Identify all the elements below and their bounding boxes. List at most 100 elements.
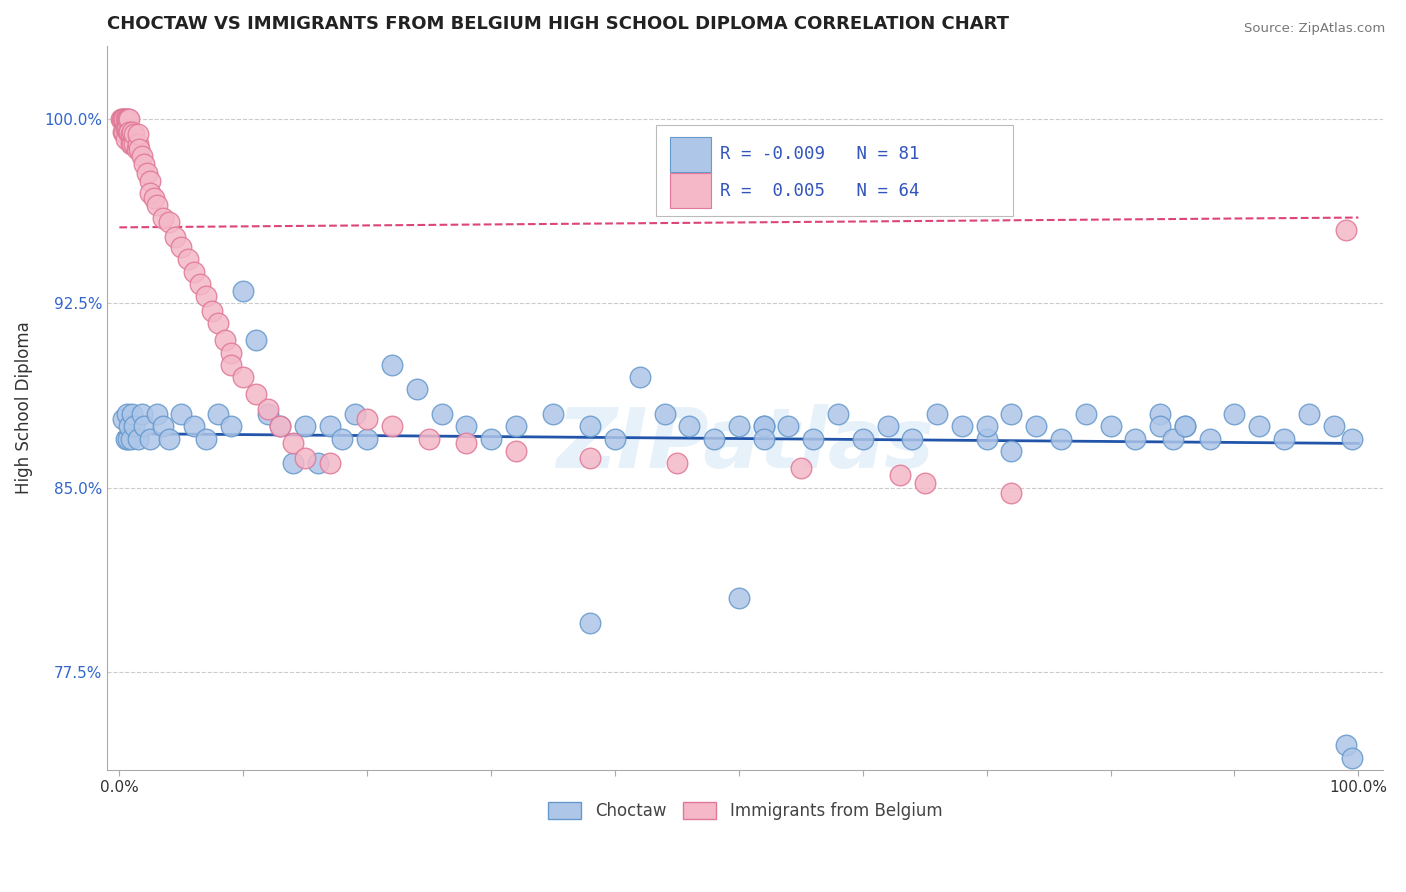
Point — [112, 112, 135, 127]
Point — [257, 407, 280, 421]
Point — [128, 142, 150, 156]
Point — [170, 240, 193, 254]
Point — [214, 334, 236, 348]
Point — [418, 432, 440, 446]
Point — [752, 419, 775, 434]
Point — [579, 615, 602, 630]
Point — [125, 142, 148, 156]
Point — [1341, 750, 1364, 764]
Point — [381, 358, 404, 372]
Point — [914, 475, 936, 490]
Point — [976, 432, 998, 446]
Point — [131, 149, 153, 163]
Point — [122, 127, 145, 141]
Point — [1334, 739, 1357, 753]
Point — [790, 461, 813, 475]
Point — [976, 419, 998, 434]
Point — [134, 419, 156, 434]
Point — [1174, 419, 1197, 434]
Point — [121, 125, 143, 139]
FancyBboxPatch shape — [669, 173, 710, 208]
Point — [183, 419, 205, 434]
Point — [127, 136, 149, 151]
Point — [157, 215, 180, 229]
Point — [207, 316, 229, 330]
Point — [1050, 432, 1073, 446]
Point — [112, 125, 135, 139]
Point — [135, 166, 157, 180]
Point — [117, 432, 139, 446]
Point — [127, 127, 149, 141]
Point — [889, 468, 911, 483]
Point — [188, 277, 211, 291]
Point — [122, 419, 145, 434]
Point — [728, 419, 751, 434]
Point — [117, 112, 139, 127]
Point — [579, 451, 602, 466]
Point — [232, 370, 254, 384]
Point — [1249, 419, 1271, 434]
Point — [332, 432, 354, 446]
Point — [176, 252, 198, 267]
Point — [112, 125, 135, 139]
Point — [654, 407, 676, 421]
Point — [1000, 407, 1022, 421]
Point — [118, 419, 141, 434]
Point — [114, 112, 136, 127]
Point — [1198, 432, 1220, 446]
Point — [152, 419, 174, 434]
Point — [165, 230, 187, 244]
Point — [120, 136, 142, 151]
Point — [1000, 485, 1022, 500]
Point — [143, 191, 166, 205]
Point — [117, 125, 139, 139]
Point — [131, 407, 153, 421]
Point — [112, 412, 135, 426]
Point — [876, 419, 898, 434]
Point — [579, 419, 602, 434]
Point — [294, 419, 316, 434]
Point — [110, 112, 132, 127]
Point — [319, 419, 342, 434]
Point — [294, 451, 316, 466]
Point — [195, 289, 218, 303]
Text: R =  0.005   N = 64: R = 0.005 N = 64 — [720, 182, 920, 200]
Point — [1298, 407, 1320, 421]
Point — [319, 456, 342, 470]
Point — [245, 334, 267, 348]
Point — [405, 383, 427, 397]
Point — [139, 432, 162, 446]
FancyBboxPatch shape — [655, 126, 1014, 216]
Point — [145, 407, 167, 421]
Point — [115, 112, 138, 127]
Point — [269, 419, 291, 434]
Text: R = -0.009   N = 81: R = -0.009 N = 81 — [720, 145, 920, 163]
Point — [170, 407, 193, 421]
Point — [1174, 419, 1197, 434]
Point — [678, 419, 700, 434]
Point — [1341, 432, 1364, 446]
Point — [1334, 223, 1357, 237]
FancyBboxPatch shape — [669, 136, 710, 172]
Point — [1272, 432, 1295, 446]
Text: ZIPatlas: ZIPatlas — [557, 403, 934, 484]
Point — [1000, 443, 1022, 458]
Point — [1025, 419, 1047, 434]
Point — [852, 432, 875, 446]
Point — [1323, 419, 1346, 434]
Point — [121, 136, 143, 151]
Point — [950, 419, 973, 434]
Point — [343, 407, 366, 421]
Point — [901, 432, 924, 446]
Point — [505, 443, 527, 458]
Point — [728, 591, 751, 606]
Y-axis label: High School Diploma: High School Diploma — [15, 321, 32, 494]
Point — [257, 402, 280, 417]
Point — [112, 112, 135, 127]
Point — [195, 432, 218, 446]
Point — [1223, 407, 1246, 421]
Point — [157, 432, 180, 446]
Point — [281, 456, 304, 470]
Point — [778, 419, 800, 434]
Point — [111, 112, 134, 127]
